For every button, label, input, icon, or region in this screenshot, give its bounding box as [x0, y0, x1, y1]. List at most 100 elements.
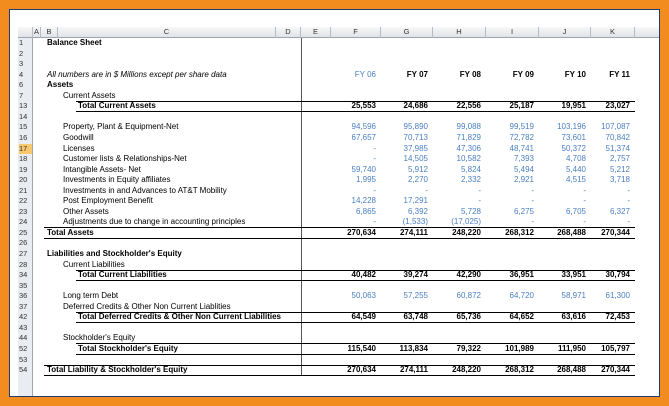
cell-value[interactable]: - [627, 217, 630, 227]
cell-value[interactable]: 71,829 [456, 132, 481, 142]
row-number[interactable]: 27 [19, 249, 28, 258]
cell-value[interactable]: - [627, 185, 630, 195]
cell-value[interactable]: 25,553 [351, 101, 376, 111]
row-number[interactable]: 3 [19, 59, 24, 69]
row-number[interactable]: 26 [19, 238, 28, 248]
cell-value[interactable]: 40,482 [351, 270, 376, 280]
cell-value[interactable]: 79,322 [456, 343, 481, 353]
cell-value[interactable]: FY 10 [564, 69, 586, 79]
cell-value[interactable]: 5,824 [460, 164, 481, 174]
cell-value[interactable]: 113,834 [399, 343, 428, 353]
cell-value[interactable]: 47,306 [456, 143, 481, 153]
row-number[interactable]: 20 [19, 175, 28, 185]
cell-value[interactable]: 22,556 [456, 101, 481, 111]
row-number[interactable]: 16 [19, 132, 28, 142]
cell-value[interactable]: 57,255 [403, 291, 428, 301]
cell-value[interactable]: FY 08 [459, 69, 481, 79]
cell-value[interactable]: 33,951 [561, 270, 586, 280]
row-number[interactable]: 34 [19, 270, 28, 280]
cell-value[interactable]: 64,652 [509, 312, 534, 322]
cell-value[interactable]: 70,713 [403, 132, 428, 142]
cell-value[interactable]: 42,290 [456, 270, 481, 280]
cell-value[interactable]: 268,488 [557, 227, 586, 237]
column-header[interactable]: A [33, 27, 41, 38]
cell-value[interactable]: 5,440 [565, 164, 586, 174]
cell-value[interactable]: 268,488 [557, 365, 586, 375]
cell-value[interactable]: 248,220 [452, 227, 481, 237]
cell-value[interactable]: 63,616 [561, 312, 586, 322]
column-header[interactable]: I [486, 27, 539, 38]
cell-value[interactable]: 270,634 [347, 227, 376, 237]
cell-value[interactable]: 5,728 [460, 206, 481, 216]
cell-value[interactable]: 36,951 [509, 270, 534, 280]
cell-value[interactable]: 73,601 [561, 132, 586, 142]
cell-value[interactable]: 14,228 [351, 196, 376, 206]
cell-value[interactable]: 65,736 [456, 312, 481, 322]
cell-value[interactable]: 6,327 [609, 206, 630, 216]
column-header[interactable]: D [276, 27, 301, 38]
cell-value[interactable]: 17,291 [403, 196, 428, 206]
cell-value[interactable]: 30,794 [605, 270, 630, 280]
cell-value[interactable]: 14,505 [403, 154, 428, 164]
column-header[interactable]: G [381, 27, 433, 38]
cell-value[interactable]: 37,985 [403, 143, 428, 153]
row-number[interactable]: 25 [19, 227, 28, 237]
row-number[interactable]: 2 [19, 48, 24, 58]
row-number[interactable]: 28 [19, 259, 28, 269]
cell-value[interactable]: 5,494 [513, 164, 534, 174]
row-number[interactable]: 18 [19, 154, 28, 164]
row-number[interactable]: 1 [19, 38, 24, 47]
column-header[interactable]: F [331, 27, 381, 38]
row-number[interactable]: 6 [19, 80, 24, 90]
cell-value[interactable]: 101,989 [505, 343, 534, 353]
cell-value[interactable]: - [478, 185, 481, 195]
row-number[interactable]: 14 [19, 111, 28, 121]
cell-value[interactable]: 70,842 [605, 132, 630, 142]
cell-value[interactable]: - [373, 217, 376, 227]
column-header[interactable]: C [58, 27, 276, 38]
row-number[interactable]: 22 [19, 196, 28, 206]
cell-value[interactable]: 63,748 [403, 312, 428, 322]
cell-value[interactable]: 7,393 [513, 154, 534, 164]
cell-value[interactable]: 268,312 [505, 365, 534, 375]
cell-value[interactable]: - [425, 185, 428, 195]
cell-value[interactable]: 105,797 [601, 343, 630, 353]
cell-value[interactable]: 2,757 [609, 154, 630, 164]
row-number[interactable]: 43 [19, 322, 28, 332]
cell-value[interactable]: 270,344 [601, 227, 630, 237]
row-number[interactable]: 37 [19, 301, 28, 311]
cell-value[interactable]: 3,718 [609, 175, 630, 185]
cell-value[interactable]: - [583, 185, 586, 195]
cell-value[interactable]: 4,515 [565, 175, 586, 185]
cell-value[interactable]: 67,657 [351, 132, 376, 142]
row-number[interactable]: 36 [19, 291, 28, 301]
row-number[interactable]: 7 [19, 90, 24, 100]
cell-value[interactable]: 270,634 [347, 365, 376, 375]
cell-value[interactable]: (17,025) [451, 217, 481, 227]
column-header[interactable]: B [41, 27, 58, 38]
cell-value[interactable]: 19,951 [561, 101, 586, 111]
cell-value[interactable]: (1,533) [402, 217, 428, 227]
row-number[interactable]: 44 [19, 333, 28, 343]
cell-value[interactable]: 23,027 [605, 101, 630, 111]
row-number[interactable]: 52 [19, 343, 28, 353]
cell-value[interactable]: 94,596 [351, 122, 376, 132]
cell-value[interactable]: 2,921 [513, 175, 534, 185]
cell-value[interactable]: 274,111 [399, 227, 428, 237]
cell-value[interactable]: 64,720 [509, 291, 534, 301]
column-header[interactable]: K [591, 27, 635, 38]
cell-value[interactable]: 5,912 [407, 164, 428, 174]
column-header[interactable]: H [433, 27, 486, 38]
cell-value[interactable]: - [373, 185, 376, 195]
cell-value[interactable]: 270,344 [601, 365, 630, 375]
row-number[interactable]: 19 [19, 164, 28, 174]
cell-value[interactable]: 115,540 [347, 343, 376, 353]
row-number[interactable]: 21 [19, 185, 28, 195]
cell-value[interactable]: - [531, 196, 534, 206]
cell-value[interactable]: 61,300 [605, 291, 630, 301]
cell-value[interactable]: 6,865 [355, 206, 376, 216]
cell-value[interactable]: 10,582 [456, 154, 481, 164]
cell-value[interactable]: 58,971 [561, 291, 586, 301]
cell-value[interactable]: - [373, 154, 376, 164]
cell-value[interactable]: 25,187 [509, 101, 534, 111]
